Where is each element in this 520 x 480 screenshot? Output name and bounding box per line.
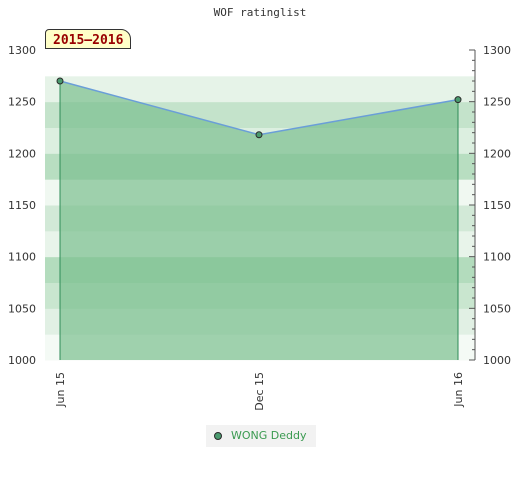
chart-title: WOF ratinglist <box>213 6 307 19</box>
drop-lines <box>59 81 459 360</box>
series-markers <box>56 77 462 139</box>
y-tick-label: 1150 <box>8 199 36 212</box>
data-point <box>255 131 263 139</box>
y-tick-label-right: 1000 <box>483 354 511 367</box>
y-tick-label: 1050 <box>8 302 36 315</box>
series-area <box>60 81 458 360</box>
y-tick-label-right: 1250 <box>483 96 511 109</box>
data-point <box>56 77 64 85</box>
y-tick-label-right: 1100 <box>483 251 511 264</box>
area-fill <box>60 81 458 360</box>
y-tick-label: 1250 <box>8 96 36 109</box>
x-tick-label: Jun 16 <box>452 372 465 408</box>
season-badge: 2015–2016 <box>45 29 132 49</box>
legend-label: WONG Deddy <box>231 429 307 442</box>
y-axis-right: 1000 1050 1100 1150 1200 1250 1300 <box>469 44 511 367</box>
y-tick-label-right: 1150 <box>483 199 511 212</box>
legend: WONG Deddy <box>206 425 316 447</box>
y-tick-label: 1100 <box>8 251 36 264</box>
y-tick-label: 1300 <box>8 44 36 57</box>
y-tick-label-right: 1200 <box>483 147 511 160</box>
x-axis: Jun 15 Dec 15 Jun 16 <box>54 372 465 411</box>
background-band <box>45 50 475 77</box>
x-tick-label: Dec 15 <box>253 372 266 411</box>
y-tick-label: 1200 <box>8 147 36 160</box>
y-tick-label-right: 1050 <box>483 302 511 315</box>
y-axis-left: 1000 1050 1100 1150 1200 1250 1300 <box>8 44 36 367</box>
x-tick-label: Jun 15 <box>54 372 67 408</box>
y-tick-label: 1000 <box>8 354 36 367</box>
legend-marker-icon <box>214 432 222 440</box>
data-point <box>454 96 462 104</box>
y-tick-label-right: 1300 <box>483 44 511 57</box>
